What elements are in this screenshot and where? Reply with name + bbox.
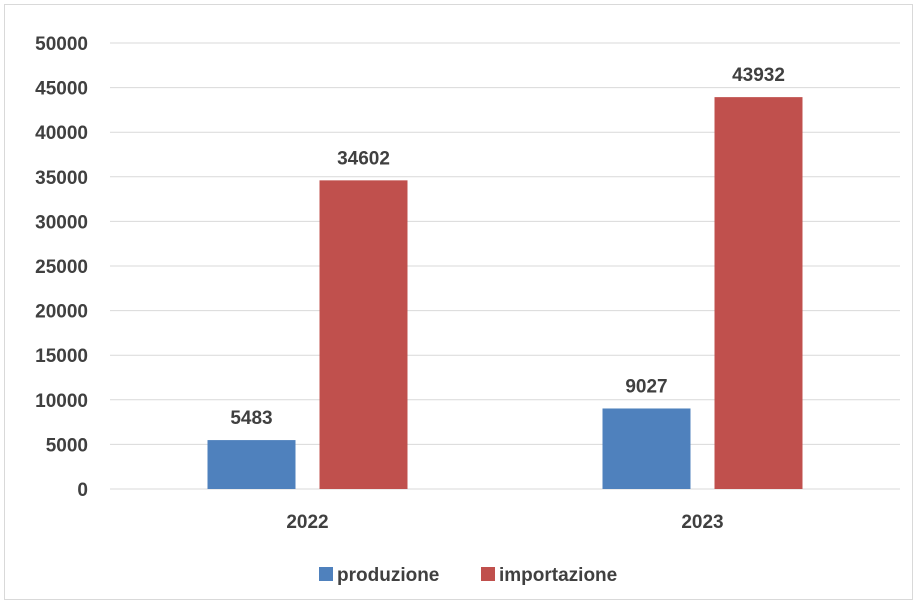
bar-importazione-2022[interactable]: [319, 180, 408, 489]
bars: [207, 97, 803, 489]
y-tick-label: 40000: [35, 123, 88, 144]
data-label-produzione-2022: 5483: [230, 408, 272, 429]
legend-label: produzione: [337, 565, 439, 586]
y-tick-label: 5000: [46, 435, 88, 456]
legend[interactable]: produzione importazione: [319, 565, 617, 586]
data-label-importazione-2022: 34602: [337, 148, 390, 169]
legend-swatch: [481, 567, 495, 581]
data-labels: 5483 34602 9027 43932: [230, 65, 785, 429]
x-axis-ticks: 2022 2023: [286, 512, 723, 533]
y-tick-label: 45000: [35, 79, 88, 100]
y-tick-label: 10000: [35, 391, 88, 412]
y-tick-label: 50000: [35, 34, 88, 55]
legend-label: importazione: [499, 565, 617, 586]
data-label-produzione-2023: 9027: [625, 376, 667, 397]
x-tick-label: 2022: [286, 512, 328, 533]
x-tick-label: 2023: [681, 512, 723, 533]
y-tick-label: 0: [77, 480, 88, 501]
data-label-importazione-2023: 43932: [732, 65, 785, 86]
y-tick-label: 15000: [35, 346, 88, 367]
y-tick-label: 20000: [35, 302, 88, 323]
y-tick-label: 35000: [35, 168, 88, 189]
bar-produzione-2022[interactable]: [207, 440, 296, 489]
y-tick-label: 25000: [35, 257, 88, 278]
bar-produzione-2023[interactable]: [602, 408, 691, 489]
y-axis-ticks: 0 5000 10000 15000 20000 25000 30000 35000 40000…: [35, 34, 88, 501]
legend-swatch: [319, 567, 333, 581]
legend-item-produzione[interactable]: produzione: [319, 565, 439, 586]
bar-importazione-2023[interactable]: [714, 97, 803, 489]
legend-item-importazione[interactable]: importazione: [481, 565, 617, 586]
y-tick-label: 30000: [35, 212, 88, 233]
